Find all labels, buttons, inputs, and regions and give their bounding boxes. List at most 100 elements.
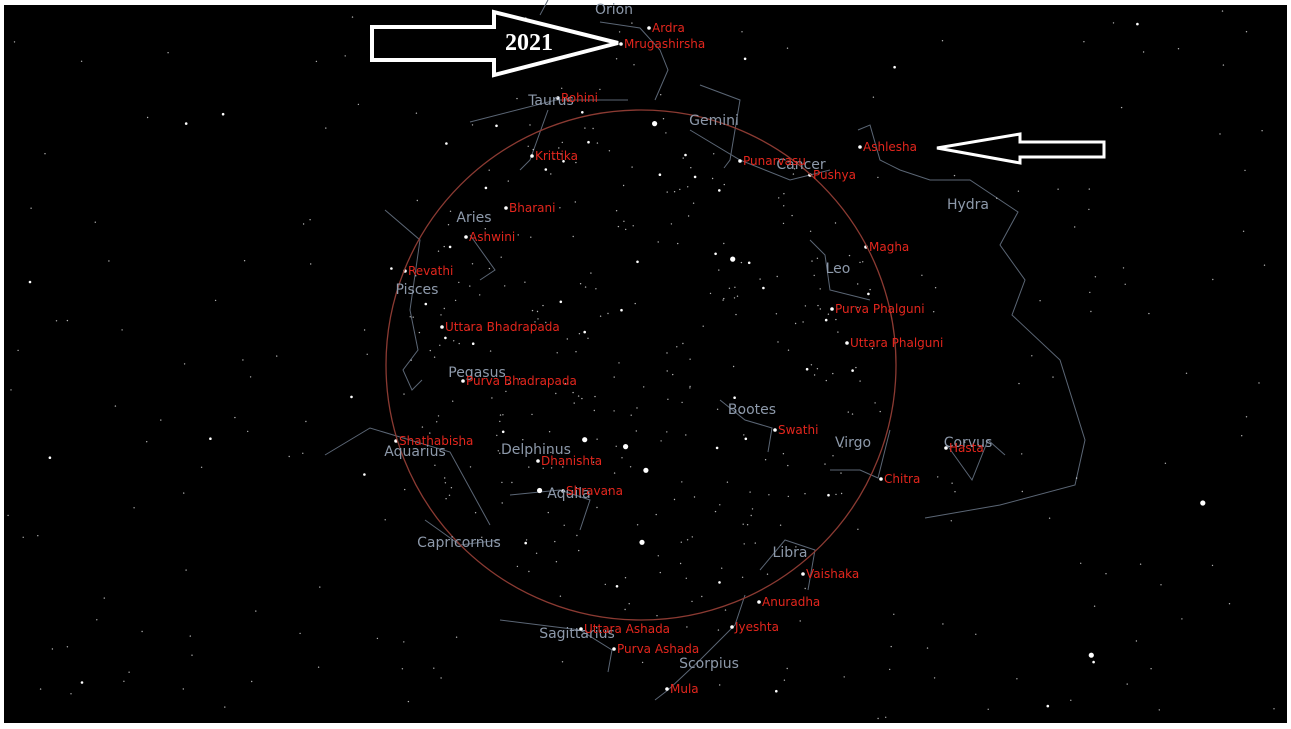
star	[744, 437, 748, 441]
star	[183, 492, 185, 494]
nakshatra-label: Mula	[670, 682, 699, 696]
star	[536, 310, 539, 313]
star	[934, 287, 937, 289]
star	[743, 57, 747, 61]
star	[221, 112, 225, 116]
star	[792, 173, 795, 175]
star	[732, 365, 735, 368]
star	[643, 467, 649, 473]
star	[996, 197, 998, 199]
star	[743, 434, 745, 436]
star	[690, 167, 692, 169]
constellation-line	[539, 0, 549, 16]
star	[524, 281, 526, 283]
star	[516, 97, 518, 100]
star	[412, 316, 414, 318]
star	[879, 410, 881, 413]
star	[576, 534, 578, 537]
star	[629, 466, 632, 468]
star	[786, 47, 789, 49]
star	[501, 481, 503, 484]
star	[363, 473, 366, 476]
star	[418, 331, 421, 334]
star	[799, 620, 801, 622]
star	[569, 493, 571, 495]
star	[511, 481, 513, 484]
star	[10, 389, 12, 391]
star	[1258, 382, 1260, 384]
constellation-label: Aquila	[547, 486, 590, 502]
star	[537, 318, 539, 320]
star	[751, 508, 754, 510]
star	[813, 374, 816, 376]
star	[22, 536, 24, 538]
star	[1039, 300, 1041, 302]
star	[719, 684, 721, 686]
star	[447, 224, 450, 226]
star	[859, 380, 861, 382]
star	[652, 121, 658, 127]
star	[247, 430, 249, 433]
star	[676, 346, 678, 348]
star	[680, 541, 682, 543]
star	[599, 315, 602, 317]
star	[685, 577, 687, 579]
star	[448, 245, 452, 249]
star	[1105, 573, 1107, 575]
star	[141, 630, 143, 633]
star	[782, 222, 785, 225]
star	[684, 153, 687, 157]
star	[590, 272, 592, 274]
star	[484, 228, 486, 230]
star	[573, 402, 575, 404]
nakshatra-star	[647, 26, 651, 30]
star	[596, 142, 599, 144]
star	[677, 242, 679, 245]
star	[596, 438, 598, 440]
star	[1212, 278, 1214, 281]
star	[234, 416, 236, 419]
star	[1093, 605, 1096, 607]
star	[857, 283, 859, 285]
star	[1046, 704, 1050, 708]
star	[458, 281, 460, 284]
star	[587, 337, 589, 339]
star	[559, 595, 562, 597]
constellation-label: Orion	[595, 2, 633, 18]
star	[666, 352, 668, 354]
star	[481, 536, 483, 538]
star	[582, 437, 588, 443]
star	[631, 166, 633, 168]
labels: Orion Taurus Gemini Cancer Hydra Aries Leo Pisc…	[384, 2, 992, 696]
star	[1031, 355, 1033, 357]
star	[449, 210, 452, 212]
star	[743, 543, 745, 545]
constellation-label: Taurus	[527, 93, 574, 109]
star	[51, 648, 54, 650]
star	[559, 300, 563, 304]
star	[618, 31, 621, 33]
star	[709, 292, 712, 295]
star	[572, 235, 574, 238]
star	[837, 331, 839, 333]
nakshatra-star	[464, 235, 468, 239]
star	[794, 322, 797, 325]
star	[1074, 226, 1076, 228]
star	[499, 420, 501, 423]
star	[719, 504, 721, 506]
star	[562, 466, 564, 468]
star	[933, 311, 935, 313]
star	[504, 285, 506, 287]
star	[1273, 708, 1275, 710]
star	[793, 168, 796, 170]
star	[1185, 372, 1188, 374]
star	[872, 96, 875, 98]
star	[550, 467, 553, 469]
star	[288, 455, 290, 458]
constellation-line	[719, 399, 773, 453]
star	[410, 359, 412, 361]
star	[1021, 453, 1023, 455]
nakshatra-label: Uttara Bhadrapada	[445, 320, 560, 334]
